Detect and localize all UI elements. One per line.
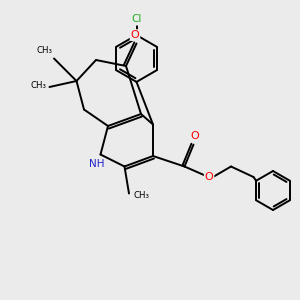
- Text: CH₃: CH₃: [36, 46, 52, 55]
- Text: O: O: [130, 30, 140, 40]
- Text: CH₃: CH₃: [30, 81, 46, 90]
- Text: NH: NH: [89, 159, 105, 169]
- Text: O: O: [190, 131, 200, 141]
- Text: O: O: [205, 172, 214, 182]
- Text: Cl: Cl: [131, 14, 142, 25]
- Text: CH₃: CH₃: [134, 190, 150, 200]
